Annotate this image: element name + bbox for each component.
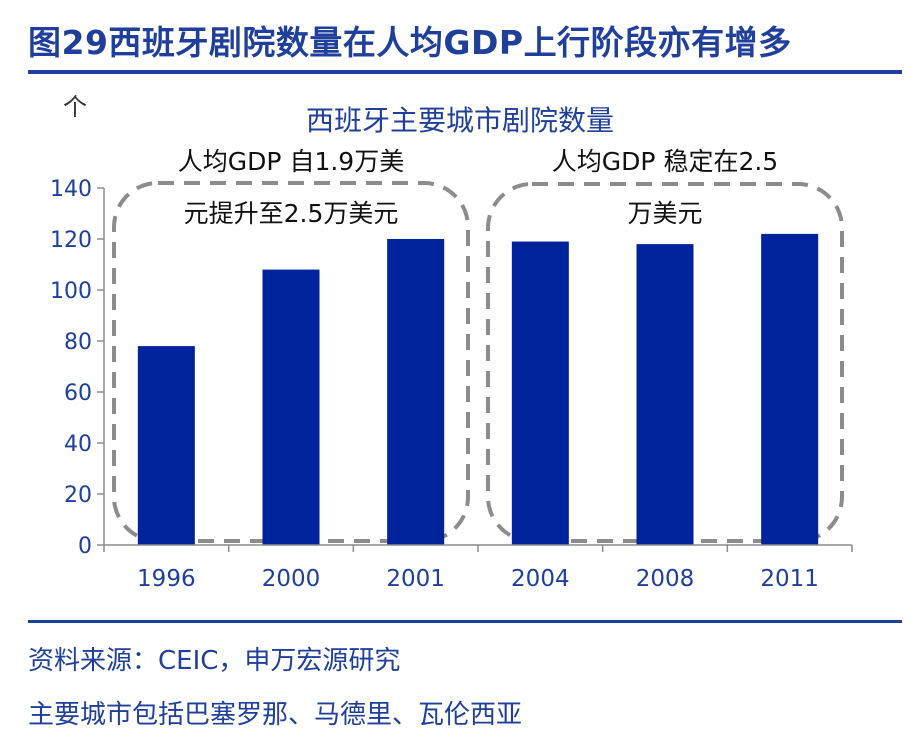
bar-2011 [761, 233, 819, 545]
x-tick-label: 1996 [137, 566, 196, 592]
bar-2000 [262, 269, 320, 545]
y-tick-label: 40 [64, 432, 92, 457]
annotation-label: 人均GDP 稳定在2.5 [552, 147, 778, 176]
annotation-boxes [112, 181, 844, 543]
title-rule [28, 70, 902, 74]
bar-2008 [636, 244, 694, 545]
x-tick-label: 2001 [386, 566, 445, 592]
annotation-label-backdrop [545, 144, 785, 178]
bar-2001 [387, 239, 445, 545]
footer-rule [28, 620, 902, 623]
y-tick-label: 0 [78, 534, 92, 559]
annotation-label-backdrop [177, 196, 405, 230]
bar-chart: 西班牙主要城市剧院数量 个 0 20 40 60 80 100 120 140 1996 2000… [50, 93, 853, 592]
annotation-label: 元提升至2.5万美元 [184, 199, 399, 228]
y-tick-label: 80 [64, 330, 92, 355]
x-tick-label: 2008 [636, 566, 695, 592]
y-tick-label: 60 [64, 381, 92, 406]
cities-note: 主要城市包括巴塞罗那、马德里、瓦伦西亚 [28, 700, 523, 730]
y-tick-label: 120 [50, 228, 92, 253]
x-tick-label: 2004 [511, 566, 570, 592]
annotation-label-backdrop [171, 144, 411, 178]
annotation-label: 人均GDP 自1.9万美 [178, 147, 404, 176]
chart-title: 西班牙主要城市剧院数量 [306, 104, 614, 137]
y-tick-label: 20 [64, 483, 92, 508]
annotation-label: 万美元 [627, 199, 702, 228]
y-axis-unit: 个 [63, 93, 87, 121]
bar-1996 [137, 346, 195, 545]
y-tick-label: 140 [50, 177, 92, 202]
bar-2004 [511, 241, 569, 546]
figure-title: 图29西班牙剧院数量在人均GDP上行阶段亦有增多 [28, 23, 792, 62]
axes: 0 20 40 60 80 100 120 140 1996 2000 2001 2004 2008 20… [50, 177, 853, 592]
x-tick-label: 2000 [262, 566, 321, 592]
bars [137, 233, 819, 546]
annotation-label-backdrop [621, 196, 709, 230]
source-note: 资料来源：CEIC，申万宏源研究 [28, 646, 401, 676]
y-tick-label: 100 [50, 279, 92, 304]
x-tick-label: 2011 [760, 566, 819, 592]
